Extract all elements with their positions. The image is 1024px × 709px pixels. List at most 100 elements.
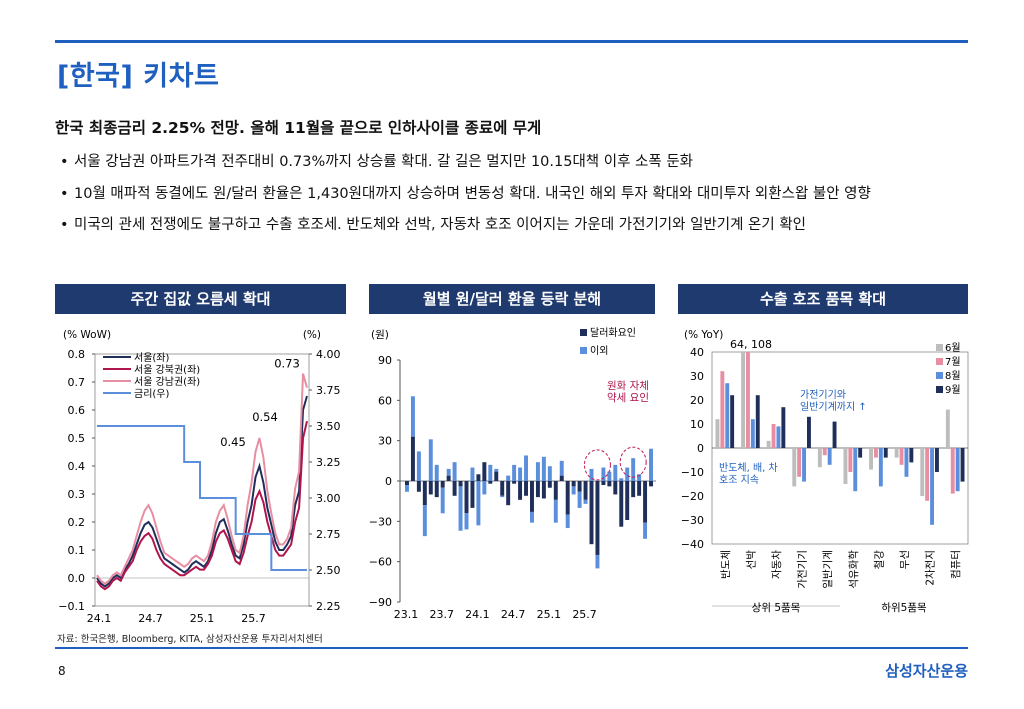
bar-1 [643, 522, 648, 539]
plot-frame [94, 353, 310, 607]
bar-1 [720, 371, 725, 448]
bar-3 [960, 448, 965, 482]
bar-0 [559, 475, 564, 481]
category-label: 컴퓨터 [950, 550, 962, 579]
category-label: 선박 [745, 550, 757, 570]
y-tick-label: −30 [681, 514, 704, 527]
bar-1 [416, 451, 421, 481]
bar-0 [440, 481, 445, 488]
bar-1 [577, 491, 582, 508]
bar-0 [553, 481, 558, 500]
bullet-marker: • [60, 217, 69, 233]
category-label: 가전기기 [797, 550, 809, 589]
bar-2 [930, 448, 934, 525]
bar-0 [428, 481, 433, 495]
bar-1 [637, 474, 642, 481]
bar-0 [446, 475, 451, 481]
bar-3 [807, 416, 811, 448]
category-label: 석유화학 [848, 550, 860, 589]
bar-0 [649, 481, 653, 487]
left-tick-label: 0.1 [68, 544, 86, 557]
y-tick-label: 90 [378, 354, 392, 367]
y-tick-label: 20 [690, 394, 704, 407]
legend-label: 7월 [945, 356, 961, 368]
bar-0 [410, 436, 415, 481]
bar-0 [792, 448, 797, 487]
page-title: [한국] 키차트 [57, 61, 220, 92]
bar-0 [643, 481, 648, 523]
category-label: 철강 [873, 550, 885, 570]
bar-0 [476, 474, 481, 481]
bar-0 [530, 481, 534, 512]
series-line-0 [96, 395, 308, 588]
left-tick-label: −0.1 [58, 600, 85, 613]
right-tick-label: 3.25 [316, 456, 341, 469]
x-tick-label: 24.7 [138, 612, 163, 625]
bar-0 [741, 352, 745, 448]
bullet-2: • 10월 매파적 동결에도 원/달러 환율은 1,430원대까지 상승하며 변동… [60, 182, 871, 203]
bar-0 [715, 419, 720, 448]
bar-0 [464, 481, 469, 514]
bar-1 [452, 462, 457, 481]
bar-0 [766, 440, 771, 448]
y-tick-label: −30 [369, 515, 392, 528]
panel-title-housing: 주간 집값 오름세 확대 [55, 284, 346, 314]
annotation-blue: 반도체, 배, 차 호조 지속 [719, 462, 778, 486]
series-line-3 [97, 425, 307, 571]
legend-swatch [936, 344, 943, 351]
bar-1 [589, 468, 594, 481]
bar-3 [858, 448, 863, 458]
bar-1 [518, 467, 523, 481]
left-tick-label: 0.6 [68, 404, 86, 417]
bar-1 [422, 505, 427, 537]
group-label: 상위 5품목 [752, 601, 801, 614]
legend-swatch [936, 372, 943, 379]
headline: 한국 최종금리 2.25% 전망. 올해 11월을 끝으로 인하사이클 종료에 … [55, 119, 542, 137]
y-tick-label: 0 [385, 475, 392, 488]
right-tick-label: 3.00 [316, 492, 341, 505]
bar-0 [494, 471, 499, 481]
x-tick-label: 25.7 [241, 612, 266, 625]
bar-1 [631, 458, 636, 481]
bar-3 [730, 395, 735, 448]
bar-1 [899, 448, 904, 465]
bar-1 [440, 487, 445, 514]
bar-1 [410, 396, 415, 437]
bar-2 [750, 419, 755, 448]
bar-1 [822, 448, 827, 456]
bar-0 [613, 481, 618, 495]
bar-1 [470, 467, 475, 481]
legend-label: 달러화요인 [590, 327, 636, 339]
source-note: 자료: 한국은행, Bloomberg, KITA, 삼성자산운용 투자리서치센… [57, 634, 323, 645]
legend-swatch [936, 358, 943, 365]
left-tick-label: 0.8 [68, 348, 86, 361]
bullet-1: • 서울 강남권 아파트가격 전주대비 0.73%까지 상승률 확대. 갈 길은 … [60, 150, 693, 171]
legend-label: 8월 [945, 370, 961, 382]
bullet-text: 10월 매파적 동결에도 원/달러 환율은 1,430원대까지 상승하며 변동성… [74, 186, 871, 202]
bar-1 [595, 554, 600, 569]
bar-1 [874, 448, 878, 458]
right-tick-label: 3.75 [316, 384, 341, 397]
bar-0 [547, 481, 552, 488]
bar-1 [613, 464, 618, 481]
bar-1 [541, 456, 546, 481]
y-tick-label: 30 [690, 370, 704, 383]
bar-0 [595, 481, 600, 555]
bar-1 [488, 464, 493, 481]
bar-1 [524, 455, 528, 481]
bar-3 [909, 448, 914, 463]
legend-label: 이외 [590, 345, 608, 357]
bottom-rule [55, 647, 968, 649]
bar-0 [452, 481, 457, 496]
left-tick-label: 0.2 [68, 516, 86, 529]
bullet-text: 미국의 관세 전쟁에도 불구하고 수출 호조세. 반도체와 선박, 자동차 호조… [74, 217, 807, 233]
bullet-marker: • [60, 154, 69, 170]
bar-0 [488, 481, 493, 484]
bar-1 [950, 448, 955, 494]
bar-0 [637, 481, 642, 496]
bar-1 [512, 464, 517, 481]
y-tick-label: −60 [369, 556, 392, 569]
bar-0 [524, 481, 528, 496]
bar-1 [925, 448, 930, 501]
housing-price-chart: (% WoW) (%) 0.8 0.7 0.6 0.5 0.4 0.3 0.2 0.1 0.0 −0.… [58, 329, 341, 625]
